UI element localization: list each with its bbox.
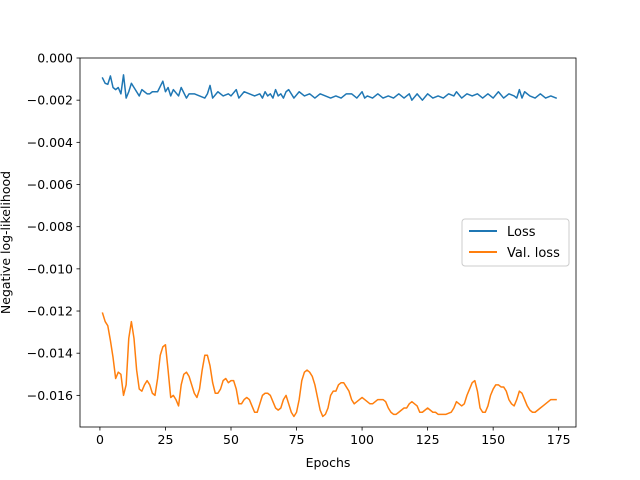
x-tick-label: 175 (547, 432, 571, 447)
x-tick-label: 75 (289, 432, 305, 447)
axes-layer: 0 25 50 75 100 125 150 175 0.000 −0.002 −0.004 −0.0… (27, 51, 571, 448)
y-tick-label: −0.008 (27, 219, 73, 234)
series-line-val-loss (101, 312, 557, 418)
legend-label-loss: Loss (507, 225, 536, 240)
series-line-loss (101, 74, 558, 101)
y-tick-label: −0.002 (27, 93, 73, 108)
legend-label-val-loss: Val. loss (507, 246, 560, 261)
y-tick-label: −0.012 (27, 304, 73, 319)
y-tick-label: −0.006 (27, 177, 73, 192)
y-tick-label: −0.014 (27, 346, 73, 361)
x-tick-label: 50 (223, 432, 239, 447)
x-tick-label: 25 (158, 432, 174, 447)
x-tick-label: 100 (350, 432, 374, 447)
series-layer (101, 74, 558, 418)
y-tick-label: −0.016 (27, 388, 73, 403)
y-tick-label: −0.010 (27, 261, 73, 276)
x-tick-label: 150 (481, 432, 505, 447)
y-axis-label: Negative log-likelihood (0, 171, 13, 314)
legend: Loss Val. loss (461, 218, 570, 267)
x-tick-label: 0 (96, 432, 104, 447)
plot-frame (79, 57, 577, 428)
y-tick-label: −0.004 (27, 135, 73, 150)
x-axis-label: Epochs (306, 455, 351, 470)
x-tick-label: 125 (416, 432, 440, 447)
y-tick-label: 0.000 (37, 51, 73, 66)
